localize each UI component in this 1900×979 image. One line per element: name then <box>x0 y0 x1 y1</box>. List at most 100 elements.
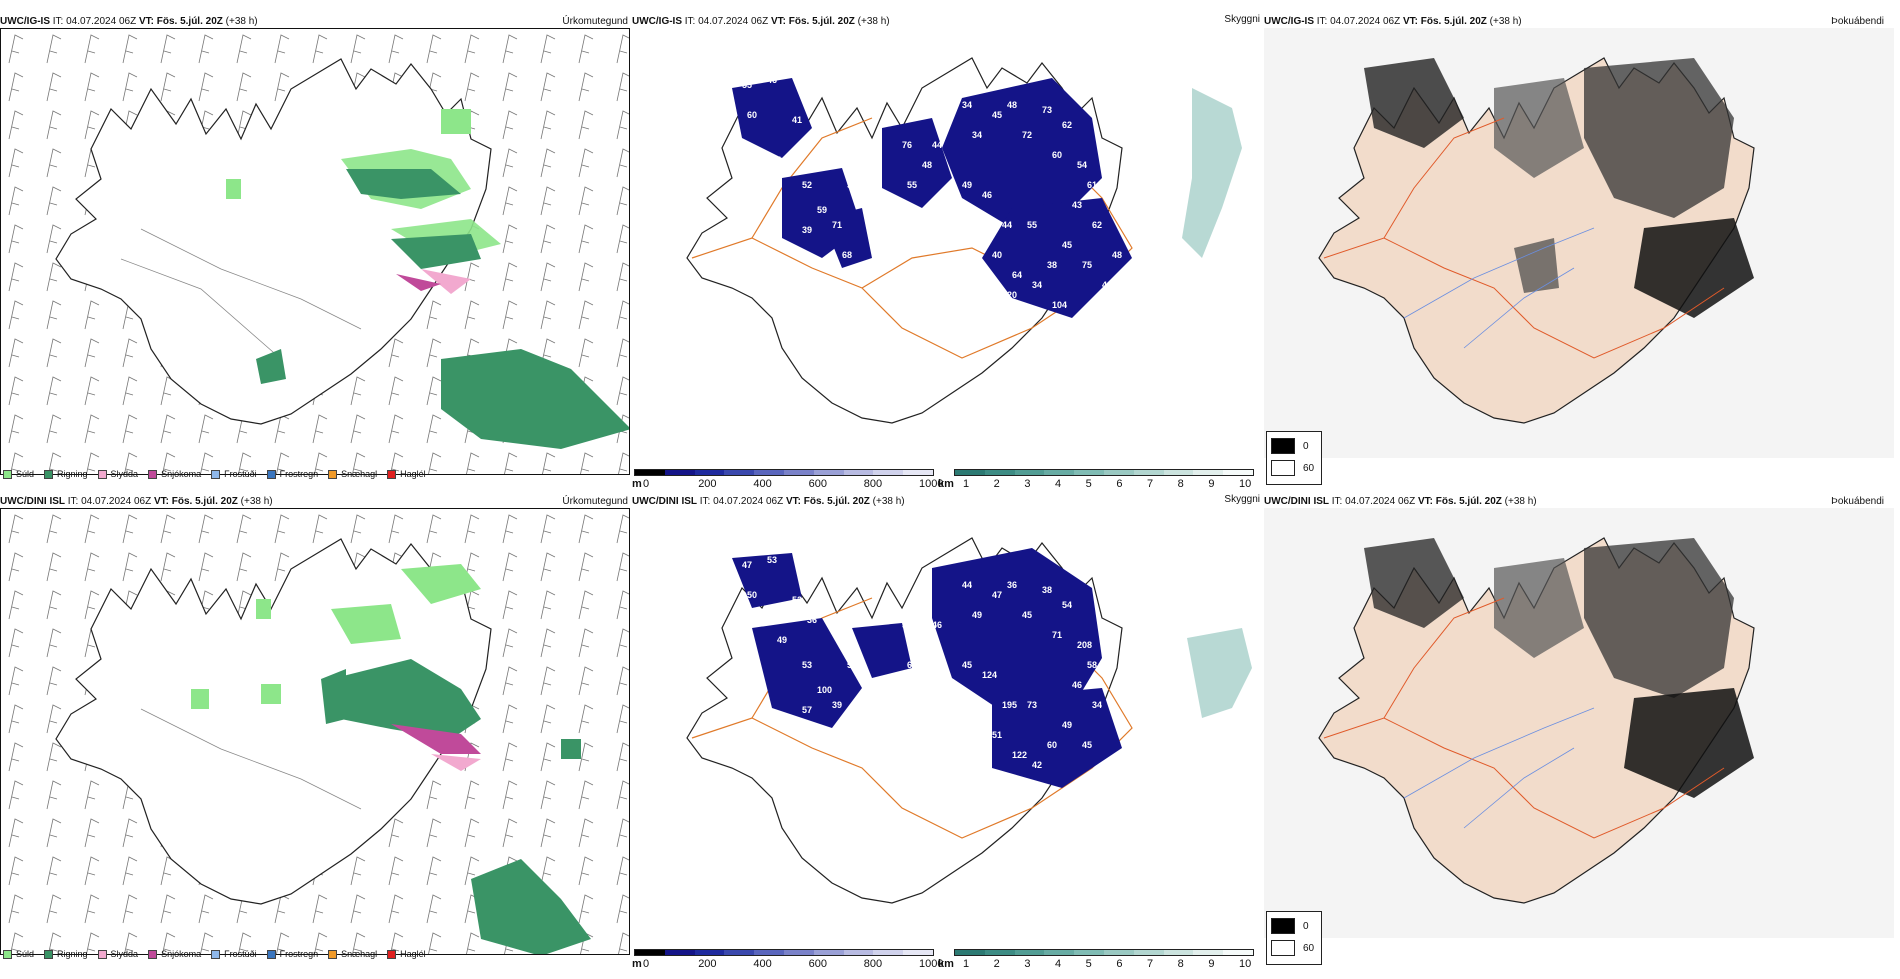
legend-label: Frostúði <box>224 949 257 959</box>
rain-area <box>321 659 591 954</box>
lead-time: (+38 h) <box>1489 16 1522 27</box>
legend-label: Frostregn <box>279 469 319 479</box>
lead-time: (+38 h) <box>857 16 890 27</box>
legend-label: Súld <box>16 949 35 959</box>
road-network <box>1323 117 1725 359</box>
visibility-value: 40 <box>992 250 1002 260</box>
visibility-value: 49 <box>1062 720 1072 730</box>
colorbar-segment <box>955 470 985 475</box>
visibility-value: 47 <box>1027 305 1037 315</box>
visibility-value: 48 <box>1112 250 1122 260</box>
visibility-value: 73 <box>1027 700 1037 710</box>
colorbar-unit: m <box>632 958 642 970</box>
valid-time: Fös. 5.júl. 20Z <box>1435 496 1502 507</box>
freezing-drizzle-swatch <box>211 949 221 959</box>
colorbar-segment <box>783 470 814 475</box>
visibility-value: 38 <box>1047 260 1057 270</box>
colorbar-tick: 8 <box>1177 478 1184 490</box>
panel-title: Úrkomutegund <box>562 496 628 507</box>
fog-index-panel-row1: UWC/IG-IS IT: 04.07.2024 06Z VT: Fös. 5.… <box>1264 10 1894 485</box>
legend-item: Slydda <box>97 949 138 959</box>
panel-title: Skyggni <box>1224 494 1260 505</box>
panel-header: UWC/IG-IS IT: 04.07.2024 06Z VT: Fös. 5.… <box>632 16 890 30</box>
visibility-value: 46 <box>932 620 942 630</box>
cloudbase-colorbar: 0 200 400 600 800 1000 m <box>632 469 943 499</box>
fog-legend: 0 60 <box>1266 431 1322 485</box>
legend-label: Rigning <box>57 949 88 959</box>
visibility-value: 40 <box>887 195 897 205</box>
visibility-value: 122 <box>1012 750 1027 760</box>
init-time: 04.07.2024 06Z <box>713 496 784 507</box>
fog-max-swatch <box>1271 940 1295 956</box>
vt-label: VT: <box>1417 496 1433 507</box>
river-network <box>1403 227 1595 349</box>
colorbar-segment <box>1074 470 1104 475</box>
visibility-value: 61 <box>1087 180 1097 190</box>
drizzle-swatch <box>3 469 12 479</box>
visibility-value: 53 <box>767 555 777 565</box>
legend-item: Snæhagl <box>328 949 377 959</box>
visibility-value: 44 <box>1002 220 1012 230</box>
colorbar-segment <box>754 470 784 475</box>
colorbar-segment <box>694 470 725 475</box>
colorbar-tick: 8 <box>1177 958 1184 970</box>
vt-label: VT: <box>138 16 154 27</box>
visibility-value: 100 <box>817 685 832 695</box>
precip-legend: Súld Rigning Slydda Snjókoma Frostúði Fr… <box>3 467 426 481</box>
rain-swatch <box>44 949 54 959</box>
visibility-panel-row1: UWC/IG-IS IT: 04.07.2024 06Z VT: Fös. 5.… <box>632 10 1262 490</box>
snow-pellets-swatch <box>328 949 338 959</box>
vt-label: VT: <box>153 496 169 507</box>
colorbar-tick: 200 <box>698 478 717 490</box>
fog-min-swatch <box>1271 438 1295 454</box>
colorbar-segment <box>955 950 985 955</box>
visibility-value: 41 <box>807 135 817 145</box>
colorbar-segment <box>724 470 755 475</box>
fog-max-swatch <box>1271 460 1295 476</box>
colorbar-tick: 4 <box>1055 958 1062 970</box>
init-time: 04.07.2024 06Z <box>698 16 769 27</box>
precip-type-panel-row1: UWC/IG-IS IT: 04.07.2024 06Z VT: Fös. 5.… <box>0 10 630 479</box>
visibility-value: 48 <box>922 160 932 170</box>
visibility-value: 35 <box>1062 320 1072 330</box>
colorbar-unit: m <box>632 478 642 490</box>
panel-title: Úrkomutegund <box>562 16 628 27</box>
colorbar-segment <box>1044 950 1075 955</box>
colorbar-segment <box>1103 950 1134 955</box>
it-label: IT: <box>67 496 79 507</box>
colorbar-unit: km <box>938 478 954 490</box>
panel-title: Skyggni <box>1224 14 1260 25</box>
vt-label: VT: <box>770 16 786 27</box>
freezing-rain-swatch <box>266 469 276 479</box>
visibility-value: 62 <box>1062 120 1072 130</box>
colorbar-segment <box>724 950 755 955</box>
colorbar-segment <box>1193 470 1224 475</box>
legend-label: Snjókoma <box>161 469 202 479</box>
visibility-value: 40 <box>887 675 897 685</box>
colorbar-tick: 600 <box>808 478 827 490</box>
visibility-value: 34 <box>1092 700 1102 710</box>
legend-label: Haglél <box>400 469 426 479</box>
snow-swatch <box>148 949 158 959</box>
sleet-snow-area <box>391 724 481 771</box>
freezing-drizzle-swatch <box>211 469 221 479</box>
visibility-value: 45 <box>992 110 1002 120</box>
visibility-colorbar: 1 2 3 4 5 6 7 8 9 10 km <box>938 469 1254 499</box>
visibility-value: 49 <box>972 610 982 620</box>
valid-time: Fös. 5.júl. 20Z <box>1420 16 1487 27</box>
colorbar-segment <box>1163 470 1194 475</box>
colorbar-tick: 2 <box>993 958 1000 970</box>
colorbar-tick: 1 <box>963 958 970 970</box>
colorbar-tick: 200 <box>698 958 717 970</box>
colorbar-tick: 0 <box>643 478 650 490</box>
visibility-value: 75 <box>1082 260 1092 270</box>
visibility-value: 45 <box>1062 240 1072 250</box>
init-time: 04.07.2024 06Z <box>1345 496 1416 507</box>
visibility-value: 44 <box>932 140 942 150</box>
visibility-value: 34 <box>972 130 982 140</box>
visibility-value: 45 <box>1082 740 1092 750</box>
colorbar-segment <box>873 950 904 955</box>
fog-min-swatch <box>1271 918 1295 934</box>
visibility-value: 58 <box>847 660 857 670</box>
legend-item: Rigning <box>44 469 88 479</box>
